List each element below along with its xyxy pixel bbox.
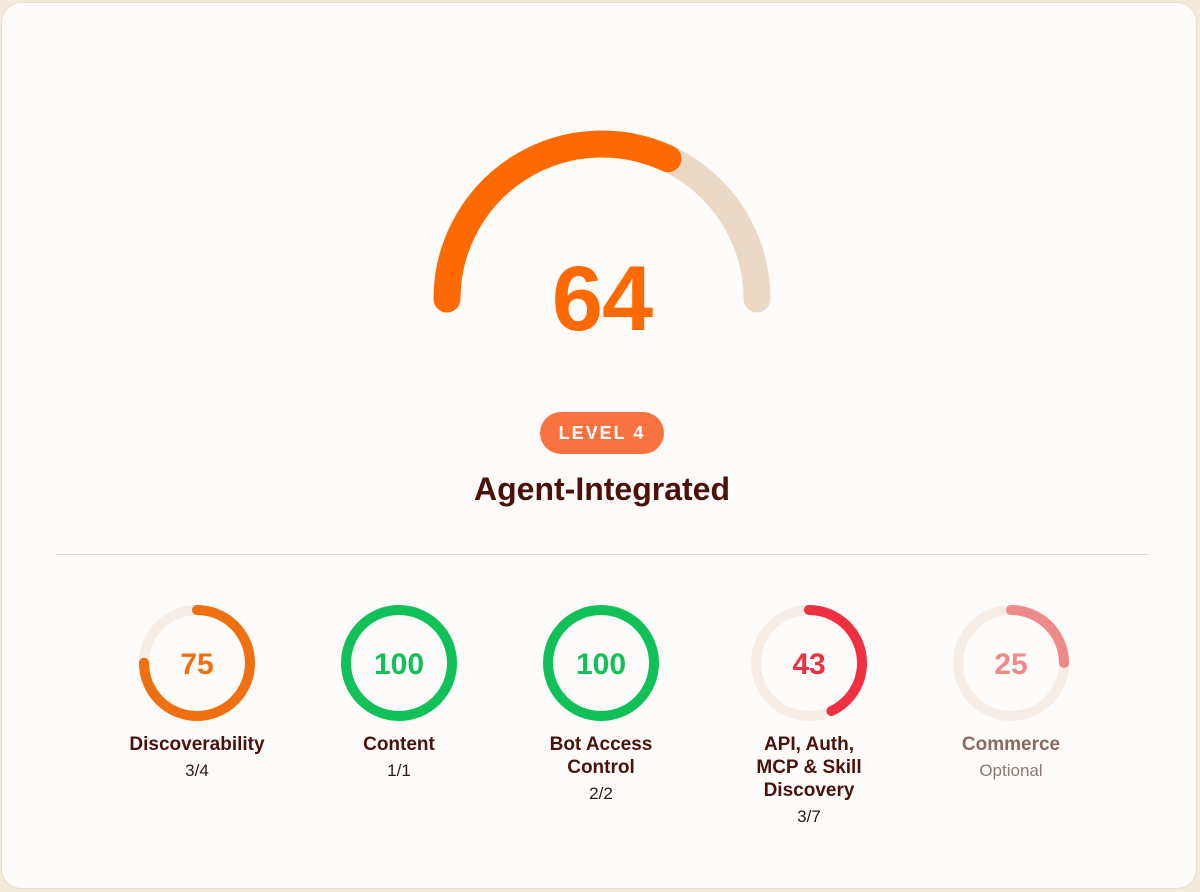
category-name: API, Auth, MCP & Skill Discovery — [756, 734, 862, 801]
overall-score: 64 — [551, 248, 653, 350]
gauge-fill — [433, 130, 682, 313]
category-detail: 2/2 — [589, 784, 613, 803]
ring-fill — [751, 605, 867, 721]
ring-fill — [543, 605, 659, 721]
category-detail: 1/1 — [387, 761, 411, 780]
level-badge: LEVEL 4 — [540, 412, 664, 454]
category-ring — [953, 605, 1069, 721]
category-score: 25 — [994, 648, 1028, 681]
category-score: 100 — [575, 648, 627, 681]
category-ring — [341, 605, 457, 721]
ring-fill — [139, 605, 255, 721]
level-name: Agent-Integrated — [474, 471, 730, 507]
category-name: Discoverability — [129, 734, 265, 755]
category-score: 75 — [180, 648, 214, 681]
category-score: 100 — [373, 648, 425, 681]
category-name: Commerce — [961, 734, 1061, 755]
category-ring — [543, 605, 659, 721]
divider — [56, 554, 1148, 555]
category-name: Bot Access Control — [549, 734, 653, 778]
category-score: 43 — [792, 648, 826, 681]
category-ring — [751, 605, 867, 721]
ring-fill — [953, 605, 1069, 721]
category-detail: 3/4 — [185, 761, 209, 780]
ring-fill — [341, 605, 457, 721]
category-detail: Optional — [979, 761, 1043, 780]
category-name: Content — [363, 734, 435, 755]
category-ring — [139, 605, 255, 721]
category-detail: 3/7 — [797, 807, 821, 826]
overall-gauge — [433, 130, 771, 313]
